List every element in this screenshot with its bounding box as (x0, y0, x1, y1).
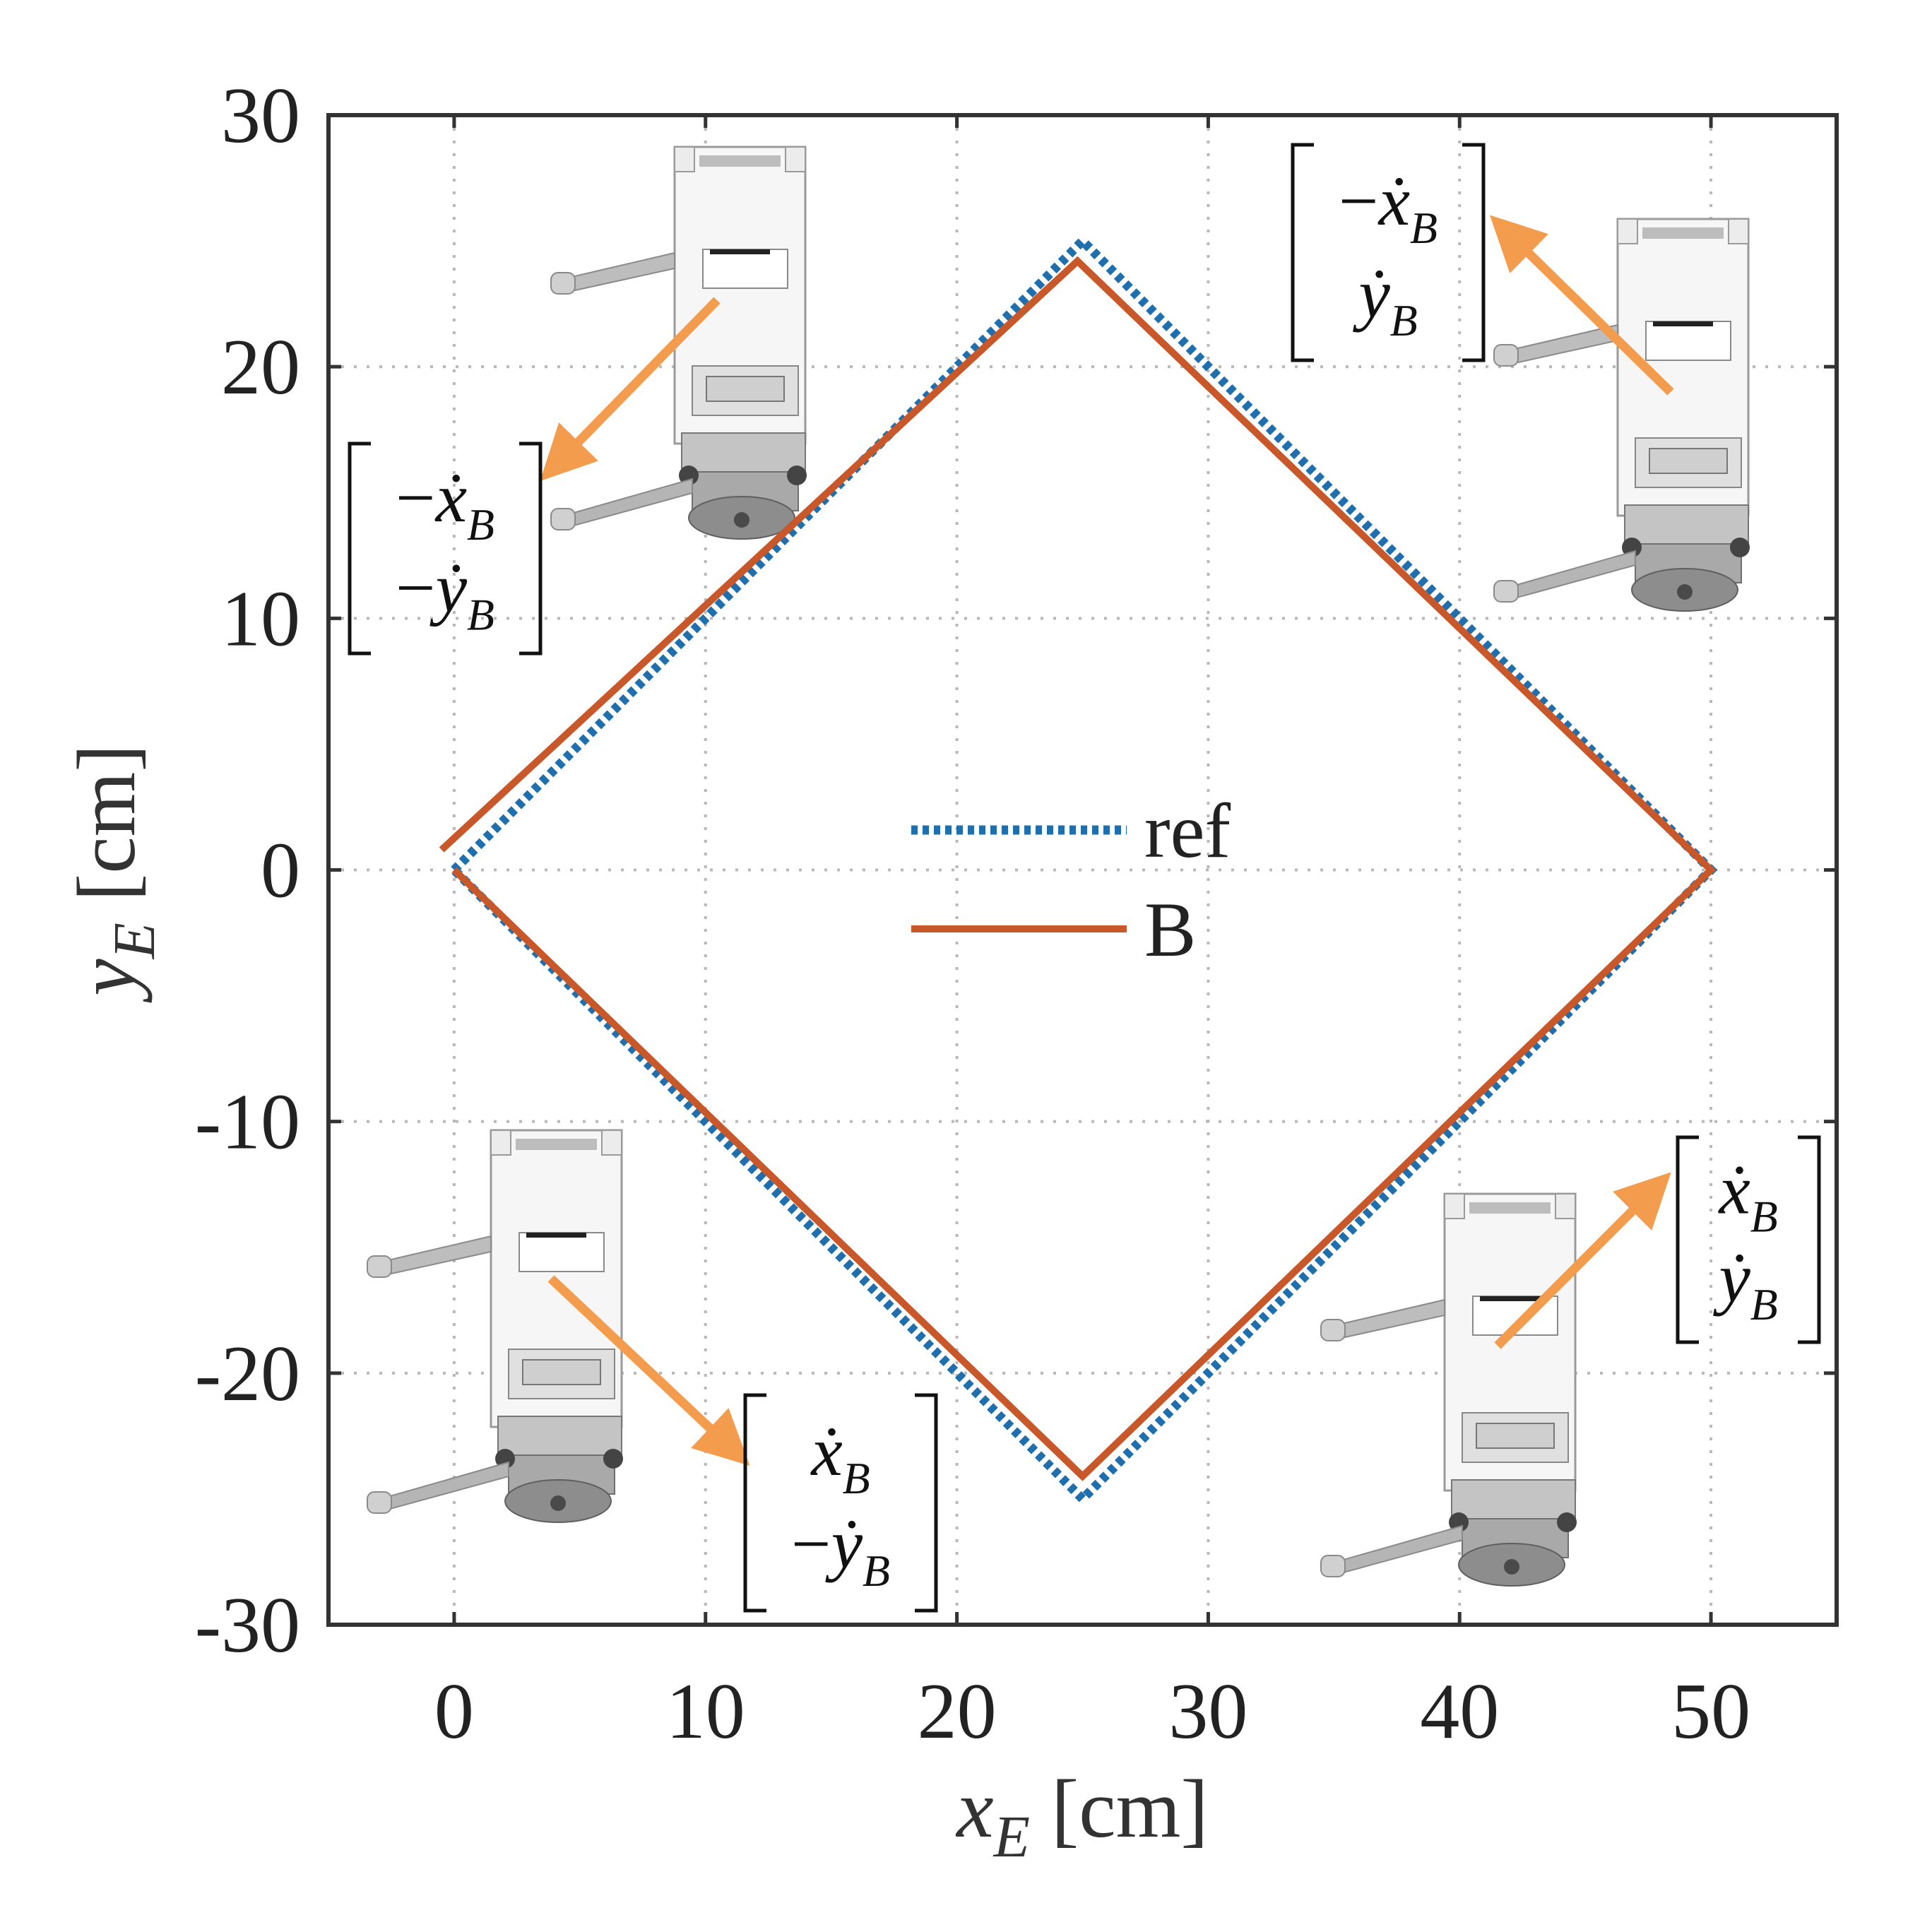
legend-label-B: B (1144, 887, 1196, 973)
vector-entry: ẋB (1717, 1150, 1777, 1241)
vector-entry: −ẋB (1339, 162, 1438, 253)
x-tick-label: 30 (1168, 1668, 1247, 1755)
velocity-arrow (1489, 215, 1674, 396)
y-axis-label: yE[cm] (60, 744, 167, 1002)
vector-entry: −ẏB (396, 549, 494, 640)
y-tick-label: 30 (221, 72, 300, 160)
vector-entry: ẏB (1352, 254, 1417, 345)
vector-bracket-right (915, 1393, 938, 1613)
vector-entry: −ẋB (396, 458, 494, 550)
x-tick-label: 40 (1420, 1668, 1499, 1755)
vector-bracket-left (1676, 1135, 1699, 1344)
y-tick-label: -30 (195, 1582, 300, 1669)
x-tick-label: 10 (666, 1668, 745, 1755)
vector-entry: ẏB (1712, 1238, 1777, 1329)
x-tick-label: 50 (1671, 1668, 1750, 1755)
vector-bracket-left (1291, 143, 1314, 362)
vector-entry: −ẏB (791, 1505, 890, 1596)
vector-bracket-left (743, 1393, 766, 1613)
velocity-arrow (540, 297, 721, 482)
y-tick-label: 0 (261, 827, 300, 915)
y-tick-label: -20 (195, 1330, 300, 1418)
velocity-arrow (547, 1275, 750, 1466)
vector-entry: ẋB (810, 1412, 870, 1503)
x-tick-label: 0 (434, 1668, 474, 1755)
series-line-B (439, 256, 1717, 1481)
series-layer (439, 234, 1718, 1506)
vector-bracket-right (1798, 1135, 1821, 1344)
legend-label-ref: ref (1144, 788, 1231, 874)
y-tick-label: -10 (195, 1079, 300, 1166)
legend: ref B (911, 788, 1231, 973)
velocity-arrow (1494, 1172, 1671, 1349)
x-tick-label: 20 (918, 1668, 997, 1755)
x-axis-label: xE [cm] (955, 1762, 1208, 1870)
tick-labels: 0 10 20 30 40 50 30 20 10 0 -10 -20 -30 (195, 72, 1837, 1755)
vector-bracket-right (1462, 143, 1486, 362)
y-tick-label: 20 (221, 324, 300, 411)
y-tick-label: 10 (221, 575, 300, 663)
vector-bracket-right (519, 441, 543, 656)
vector-bracket-left (348, 441, 371, 656)
